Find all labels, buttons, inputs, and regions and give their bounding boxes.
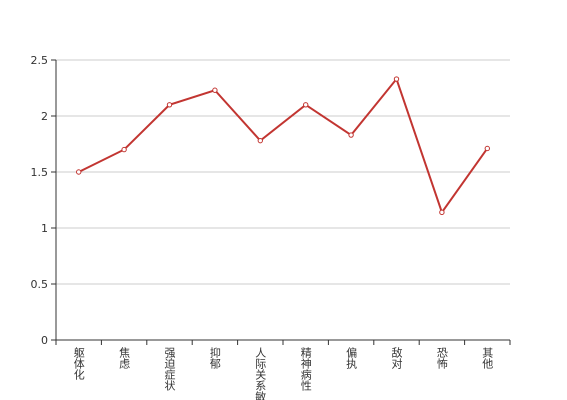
point	[439, 209, 445, 216]
y-tick-label: 0.5	[31, 278, 49, 291]
x-tick-label: 其他	[481, 347, 494, 369]
point	[303, 102, 309, 108]
point	[393, 76, 400, 82]
x-tick-label: 人际关系敏感	[254, 347, 267, 400]
point	[76, 169, 82, 175]
point	[484, 145, 490, 152]
y-tick-label: 2.5	[31, 54, 49, 67]
line	[78, 77, 489, 215]
point	[121, 146, 127, 153]
x-tick-label: 偏执	[345, 346, 358, 370]
y-tick-label: 0	[41, 334, 48, 347]
point	[348, 132, 354, 138]
point	[166, 102, 173, 108]
point	[257, 137, 263, 144]
x-tick-label: 强迫症状	[163, 347, 176, 391]
x-tick-label: 恐怖	[435, 347, 448, 369]
x-tick-label: 精神病性	[299, 347, 312, 392]
point	[212, 87, 218, 93]
y-tick-label: 2	[41, 110, 48, 123]
x-tick-label: 焦虑	[118, 347, 131, 369]
x-tick-label: 躯体化	[72, 347, 85, 381]
x-tick-label: 敌对	[390, 346, 403, 369]
y-tick-label: 1	[41, 222, 48, 235]
y-tick-label: 1.5	[31, 166, 49, 179]
x-tick-label: 抑郁	[208, 346, 221, 369]
